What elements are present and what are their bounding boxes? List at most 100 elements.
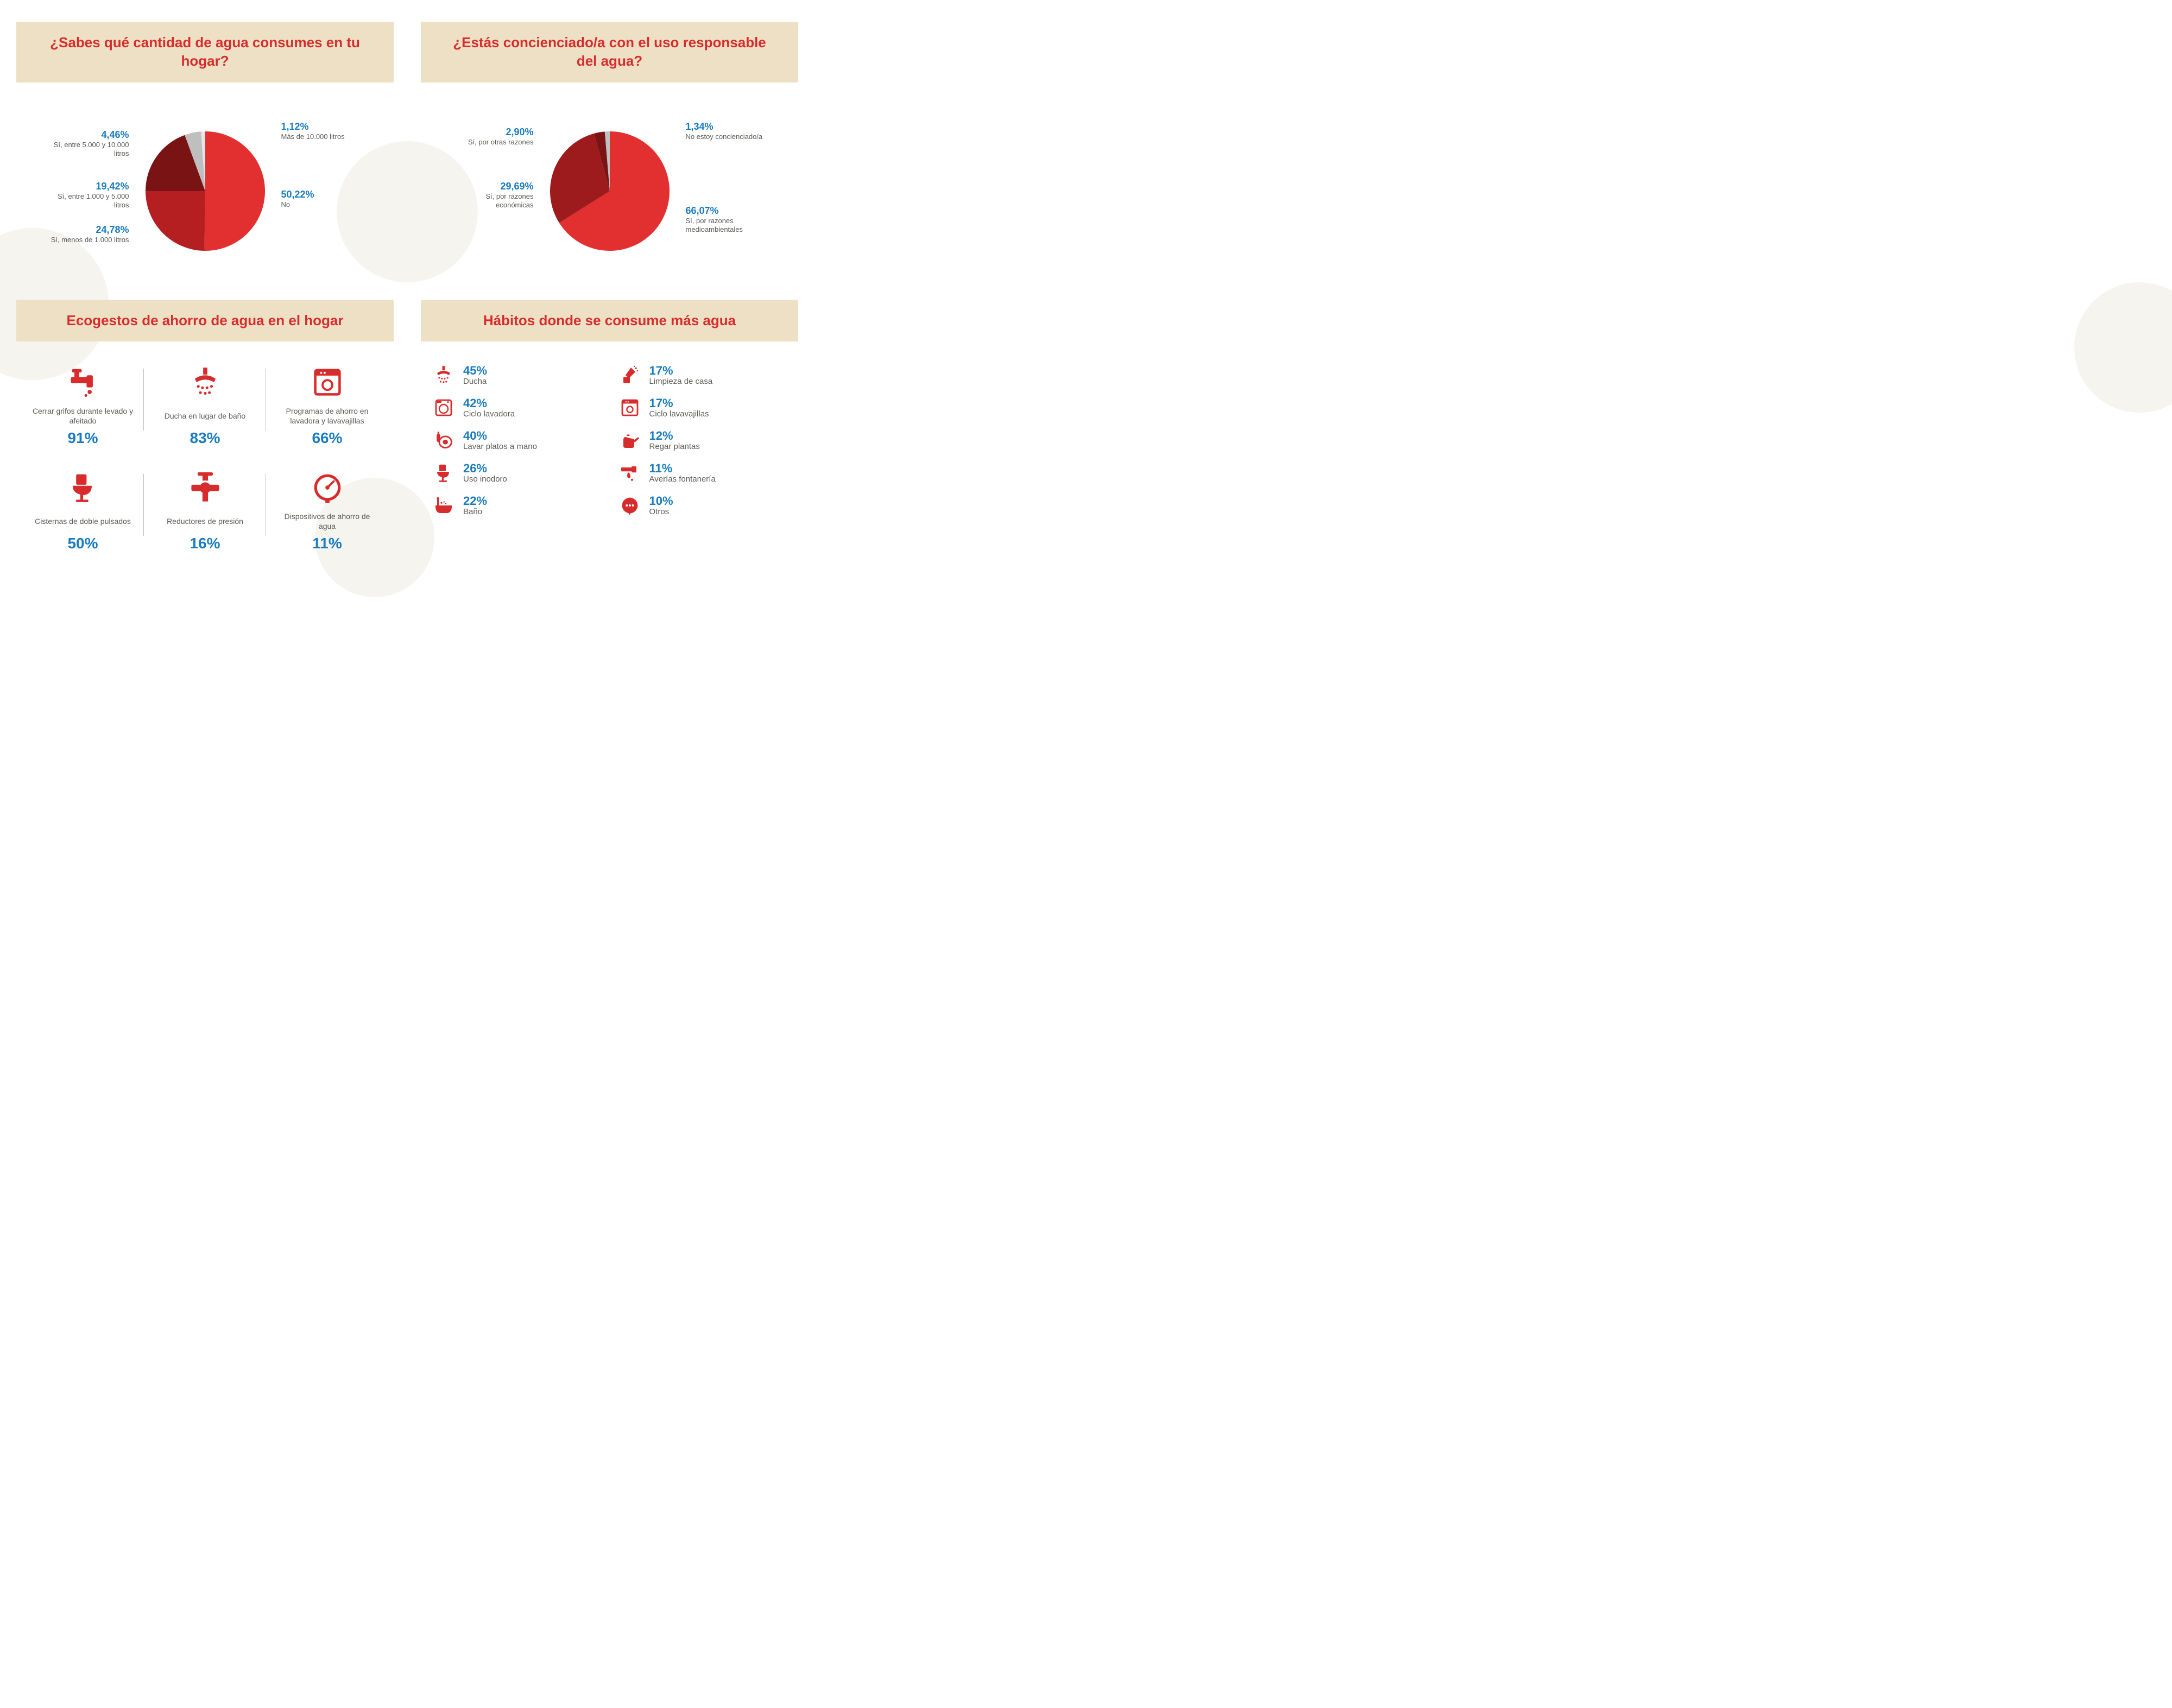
pie-label: 19,42%Sí, entre 1.000 y 5.000 litros [42, 180, 129, 210]
hab-item-pct: 40% [463, 430, 537, 442]
panel-ecogestos: Ecogestos de ahorro de agua en el hogar … [16, 300, 394, 558]
title-box: ¿Sabes qué cantidad de agua consumes en … [16, 22, 394, 83]
hab-item-label: Regar plantas [649, 442, 700, 451]
panel-habitos: Hábitos donde se consume más agua 45% Du… [421, 300, 798, 558]
eco-item: Ducha en lugar de baño 83% [144, 358, 266, 452]
other-icon [618, 494, 642, 517]
hab-item-label: Averías fontanería [649, 475, 716, 484]
hab-item-pct: 42% [463, 397, 515, 409]
hab-item-label: Otros [649, 507, 673, 516]
hab-item: 17% Limpieza de casa [618, 363, 788, 387]
pie-label-text: Sí, por razones medioambientales [686, 217, 773, 235]
pie-label: 29,69%Sí, por razones económicas [447, 180, 534, 210]
hab-item-pct: 22% [463, 495, 487, 507]
hab-item-label: Lavar platos a mano [463, 442, 537, 451]
hab-item-pct: 17% [649, 397, 709, 409]
eco-item-pct: 50% [67, 535, 98, 552]
hab-item: 12% Regar plantas [618, 428, 788, 452]
eco-item: Cisternas de doble pulsados 50% [22, 463, 144, 558]
eco-item-pct: 83% [190, 429, 220, 447]
hab-item: 42% Ciclo lavadora [432, 396, 602, 420]
eco-item: Cerrar grifos durante levado y afeitado … [22, 358, 144, 452]
hab-item-pct: 12% [649, 430, 700, 442]
eco-title: Ecogestos de ahorro de agua en el hogar [38, 312, 372, 330]
pie-label-pct: 2,90% [468, 126, 534, 138]
hab-item-label: Baño [463, 507, 487, 516]
hab-item-label: Limpieza de casa [649, 377, 713, 386]
hab-item-text: 17% Ciclo lavavajillas [649, 397, 709, 419]
pie-label-pct: 24,78% [51, 224, 129, 236]
toilet-icon [432, 461, 456, 485]
dishwasher-icon [308, 363, 346, 401]
eco-item-label: Cerrar grifos durante levado y afeitado [31, 406, 134, 426]
pie-label: 66,07%Sí, por razones medioambientales [686, 205, 773, 235]
hab-item-text: 42% Ciclo lavadora [463, 397, 515, 419]
hab-grid: 45% Ducha 17% Limpieza de casa 42% Ciclo… [421, 358, 798, 523]
pie-label-pct: 1,34% [686, 121, 763, 133]
valve-icon [186, 469, 224, 507]
eco-item-label: Ducha en lugar de baño [165, 406, 245, 426]
hab-item: 10% Otros [618, 494, 788, 517]
hab-item-label: Ciclo lavavajillas [649, 409, 709, 419]
pie-label-text: Sí, por razones económicas [447, 192, 534, 210]
pie-label: 1,12%Más de 10.000 litros [281, 121, 345, 142]
washer-icon [432, 396, 456, 420]
pie-label-pct: 50,22% [281, 188, 314, 201]
shower-icon [432, 363, 456, 387]
cleaning-icon [618, 363, 642, 387]
hab-item: 11% Averías fontanería [618, 461, 788, 485]
eco-item-pct: 66% [312, 429, 342, 447]
hab-item-pct: 45% [463, 365, 487, 377]
eco-item-label: Dispositivos de ahorro de agua [276, 511, 378, 532]
hab-item: 40% Lavar platos a mano [432, 428, 602, 452]
toilet-icon [64, 469, 102, 507]
pie-label-pct: 19,42% [42, 180, 129, 193]
pie-label-text: Más de 10.000 litros [281, 132, 345, 141]
watering-icon [618, 428, 642, 452]
pie-label: 2,90%Sí, por otras razones [468, 126, 534, 147]
eco-item-pct: 16% [190, 535, 220, 552]
dishwasher-icon [618, 396, 642, 420]
eco-item-label: Cisternas de doble pulsados [35, 511, 131, 532]
hab-title: Hábitos donde se consume más agua [443, 312, 776, 330]
hab-item: 17% Ciclo lavavajillas [618, 396, 788, 420]
pie-label-pct: 66,07% [686, 205, 773, 217]
eco-item: Dispositivos de ahorro de agua 11% [266, 463, 388, 558]
shower-icon [186, 363, 224, 401]
title-box: ¿Estás concienciado/a con el uso respons… [421, 22, 798, 83]
pie-label: 24,78%Sí, menos de 1.000 litros [51, 224, 129, 245]
bathtub-icon [432, 494, 456, 517]
eco-item-label: Reductores de presión [167, 511, 243, 532]
pie-label-text: No estoy concienciado/a [686, 132, 763, 141]
hab-item-text: 22% Baño [463, 495, 487, 516]
pie2-title: ¿Estás concienciado/a con el uso respons… [443, 34, 776, 71]
hab-item-pct: 17% [649, 365, 713, 377]
eco-item: Reductores de presión 16% [144, 463, 266, 558]
hab-item-text: 17% Limpieza de casa [649, 365, 713, 386]
hab-item-pct: 26% [463, 463, 507, 475]
pie1-chart: 50,22%No 24,78%Sí, menos de 1.000 litros 1… [16, 99, 394, 283]
pie-label-pct: 4,46% [42, 129, 129, 141]
faucet-icon [64, 363, 102, 401]
pie-label-text: Sí, menos de 1.000 litros [51, 236, 129, 244]
pie2-chart: 66,07%Sí, por razones medioambientales 29… [421, 99, 798, 283]
eco-item: Programas de ahorro en lavadora y lavava… [266, 358, 388, 452]
title-box: Ecogestos de ahorro de agua en el hogar [16, 300, 394, 342]
pie-label-text: Sí, entre 5.000 y 10.000 litros [42, 141, 129, 159]
hab-item-pct: 10% [649, 495, 673, 507]
hab-item: 26% Uso inodoro [432, 461, 602, 485]
eco-item-label: Programas de ahorro en lavadora y lavava… [276, 406, 378, 426]
hab-item-pct: 11% [649, 463, 716, 475]
pie-label-text: Sí, entre 1.000 y 5.000 litros [42, 192, 129, 210]
pie-label: 50,22%No [281, 188, 314, 210]
eco-item-pct: 11% [312, 535, 342, 552]
leak-icon [618, 461, 642, 485]
hab-item-text: 40% Lavar platos a mano [463, 430, 537, 451]
pie-label-pct: 1,12% [281, 121, 345, 133]
hab-item: 45% Ducha [432, 363, 602, 387]
dishes-icon [432, 428, 456, 452]
hab-item-text: 10% Otros [649, 495, 673, 516]
hab-item-text: 11% Averías fontanería [649, 463, 716, 484]
pie-label-pct: 29,69% [447, 180, 534, 193]
pie-label: 4,46%Sí, entre 5.000 y 10.000 litros [42, 129, 129, 159]
